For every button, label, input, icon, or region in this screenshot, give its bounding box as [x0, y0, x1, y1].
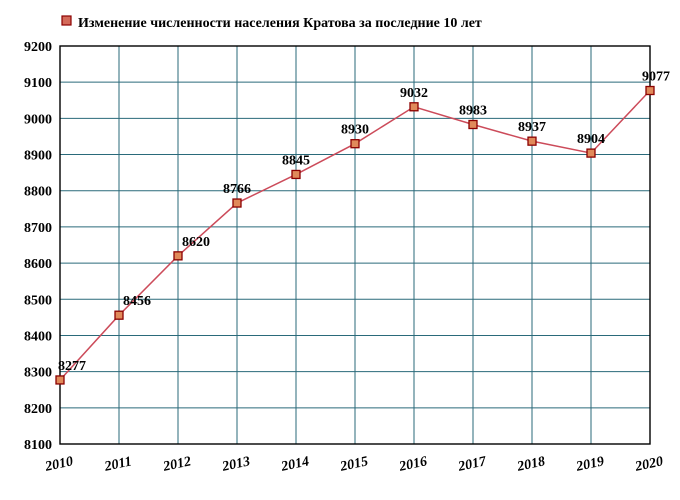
x-tick-label: 2018	[515, 454, 546, 475]
data-label: 8930	[341, 123, 369, 138]
data-marker	[115, 311, 123, 319]
data-marker	[351, 140, 359, 148]
data-marker	[174, 252, 182, 260]
data-label: 8937	[518, 120, 546, 135]
legend: Изменение численности населения Кратова …	[62, 16, 482, 31]
x-tick-label: 2019	[574, 454, 605, 475]
y-tick-label: 9000	[24, 112, 52, 127]
data-marker	[528, 137, 536, 145]
y-tick-label: 8500	[24, 293, 52, 308]
legend-marker-icon	[62, 16, 71, 25]
y-tick-label: 9100	[24, 76, 52, 91]
x-tick-label: 2020	[633, 454, 664, 475]
grid	[60, 46, 650, 444]
x-tick-label: 2011	[102, 454, 133, 475]
data-marker	[410, 103, 418, 111]
y-tick-label: 9200	[24, 40, 52, 55]
y-tick-label: 8800	[24, 185, 52, 200]
y-tick-label: 8900	[24, 149, 52, 164]
data-marker	[233, 199, 241, 207]
x-tick-label: 2015	[338, 454, 369, 475]
data-label: 9077	[642, 70, 670, 85]
y-tick-label: 8100	[24, 438, 52, 453]
y-axis-ticks: 8100 8200 8300 8400 8500 8600 8700 8800 8900 9000…	[24, 40, 52, 453]
data-label: 8983	[459, 104, 487, 119]
x-tick-label: 2017	[456, 454, 488, 475]
data-marker	[469, 121, 477, 129]
x-tick-label: 2012	[161, 454, 192, 475]
data-label: 8845	[282, 153, 310, 168]
data-label: 9032	[400, 86, 428, 101]
legend-label: Изменение численности населения Кратова …	[78, 16, 482, 31]
y-tick-label: 8200	[24, 402, 52, 417]
x-tick-label: 2016	[397, 454, 428, 475]
data-label: 8766	[223, 182, 251, 197]
x-axis-ticks: 2010 2011 2012 2013 2014 2015 2016 2017 2018 2019…	[43, 454, 664, 475]
data-labels: 8277 8456 8620 8766 8845 8930 9032 8983 8937 8904…	[58, 70, 670, 374]
data-label: 8277	[58, 359, 86, 374]
data-marker	[587, 149, 595, 157]
x-tick-label: 2010	[43, 454, 74, 475]
population-line-chart: Изменение численности населения Кратова …	[0, 0, 680, 500]
data-label: 8904	[577, 132, 605, 147]
y-tick-label: 8400	[24, 329, 52, 344]
y-tick-label: 8600	[24, 257, 52, 272]
data-marker	[292, 170, 300, 178]
x-tick-label: 2014	[279, 454, 310, 475]
data-marker	[56, 376, 64, 384]
data-marker	[646, 87, 654, 95]
x-tick-label: 2013	[220, 454, 251, 475]
data-label: 8620	[182, 235, 210, 250]
data-label: 8456	[123, 294, 151, 309]
y-tick-label: 8300	[24, 366, 52, 381]
y-tick-label: 8700	[24, 221, 52, 236]
